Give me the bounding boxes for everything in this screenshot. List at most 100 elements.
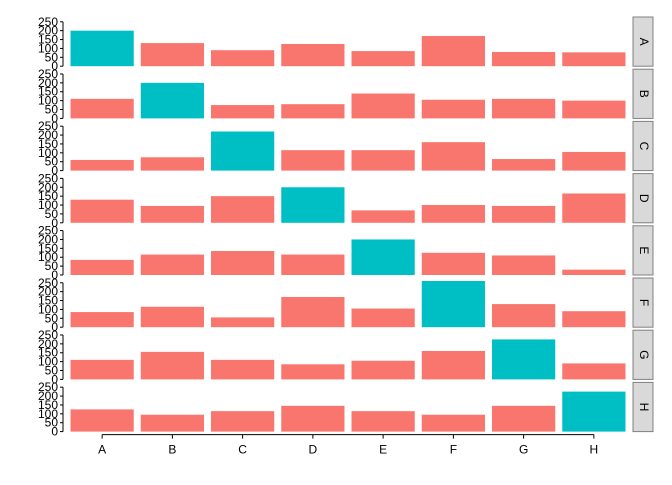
y-tick-label: 200 [38, 180, 58, 194]
facet-strip-label: B [637, 90, 651, 98]
y-tick-label: 50 [45, 416, 59, 430]
x-tick-label: H [590, 443, 599, 457]
bar-B-F [421, 99, 485, 119]
y-tick-label: 150 [38, 346, 58, 360]
y-tick-label: 150 [38, 189, 58, 203]
facet-strip-label: E [637, 246, 651, 254]
bar-B-G [492, 98, 556, 119]
y-tick-label: 100 [38, 407, 58, 421]
bar-A-E [351, 51, 415, 67]
bar-H-C [211, 411, 275, 432]
y-tick-label: 0 [51, 268, 58, 282]
bar-G-D [281, 364, 345, 380]
y-tick-label: 150 [38, 294, 58, 308]
y-tick-label: 50 [45, 50, 59, 64]
bar-F-E [351, 308, 415, 328]
bar-A-G [492, 51, 556, 67]
y-tick-label: 250 [38, 171, 58, 185]
bar-G-E [351, 360, 415, 380]
bar-A-B [140, 43, 204, 67]
bar-F-D [281, 296, 345, 328]
bar-A-F [421, 35, 485, 67]
bar-D-D [281, 187, 345, 223]
bar-F-H [562, 311, 626, 328]
y-tick-label: 250 [38, 119, 58, 133]
y-tick-label: 200 [38, 24, 58, 38]
bar-D-F [421, 205, 485, 223]
facet-strip-H [632, 381, 654, 433]
bar-H-B [140, 414, 204, 432]
y-tick-label: 50 [45, 259, 59, 273]
bar-E-A [70, 259, 134, 275]
y-tick-label: 150 [38, 85, 58, 99]
x-tick-label: E [379, 443, 387, 457]
y-tick-label: 100 [38, 94, 58, 108]
y-tick-label: 250 [38, 380, 58, 394]
y-tick-label: 100 [38, 250, 58, 264]
bar-G-C [211, 359, 275, 380]
x-tick-label: B [168, 443, 176, 457]
bar-E-B [140, 254, 204, 275]
x-tick-label: D [309, 443, 318, 457]
bar-H-F [421, 414, 485, 432]
y-tick-label: 250 [38, 67, 58, 81]
facet-strip-F [632, 277, 654, 328]
bar-H-G [492, 405, 556, 432]
y-tick-label: 100 [38, 41, 58, 55]
y-tick-label: 200 [38, 389, 58, 403]
bar-C-H [562, 151, 626, 171]
y-tick-label: 150 [38, 241, 58, 255]
bar-F-C [211, 317, 275, 328]
x-tick-label: F [450, 443, 457, 457]
y-tick-label: 250 [38, 224, 58, 238]
facet-strip-label: H [637, 403, 651, 412]
y-tick-label: 50 [45, 207, 59, 221]
bar-C-D [281, 150, 345, 171]
bar-E-E [351, 239, 415, 275]
y-tick-label: 0 [51, 164, 58, 178]
facet-strip-B [632, 68, 654, 119]
facet-strip-G [632, 329, 654, 380]
bar-E-H [562, 269, 626, 275]
y-tick-label: 250 [38, 276, 58, 290]
bar-B-A [70, 98, 134, 119]
facet-strip-label: C [637, 142, 651, 151]
bar-A-D [281, 43, 345, 67]
bar-C-G [492, 159, 556, 171]
y-tick-label: 0 [51, 372, 58, 386]
y-tick-label: 250 [38, 328, 58, 342]
y-tick-label: 150 [38, 137, 58, 151]
bar-B-B [140, 82, 204, 119]
y-tick-label: 50 [45, 155, 59, 169]
y-tick-label: 100 [38, 146, 58, 160]
bar-D-A [70, 199, 134, 223]
y-tick-label: 100 [38, 302, 58, 316]
bar-A-C [211, 50, 275, 67]
y-tick-label: 100 [38, 355, 58, 369]
bar-F-F [421, 281, 485, 328]
y-tick-label: 150 [38, 33, 58, 47]
bar-G-A [70, 359, 134, 380]
facet-strip-label: D [637, 194, 651, 203]
bar-D-E [351, 210, 415, 223]
y-tick-label: 0 [51, 320, 58, 334]
y-tick-label: 0 [51, 216, 58, 230]
bar-H-D [281, 405, 345, 432]
y-tick-label: 150 [38, 398, 58, 412]
y-tick-label: 50 [45, 311, 59, 325]
bar-B-D [281, 104, 345, 119]
bar-G-F [421, 350, 485, 380]
bar-F-G [492, 304, 556, 328]
bar-C-F [421, 142, 485, 171]
y-tick-label: 200 [38, 128, 58, 142]
bar-C-C [211, 131, 275, 171]
facet-strip-label: G [637, 350, 651, 359]
bar-E-C [211, 251, 275, 275]
facet-strip-label: F [637, 299, 651, 306]
y-tick-label: 0 [51, 425, 58, 439]
bar-E-F [421, 252, 485, 275]
